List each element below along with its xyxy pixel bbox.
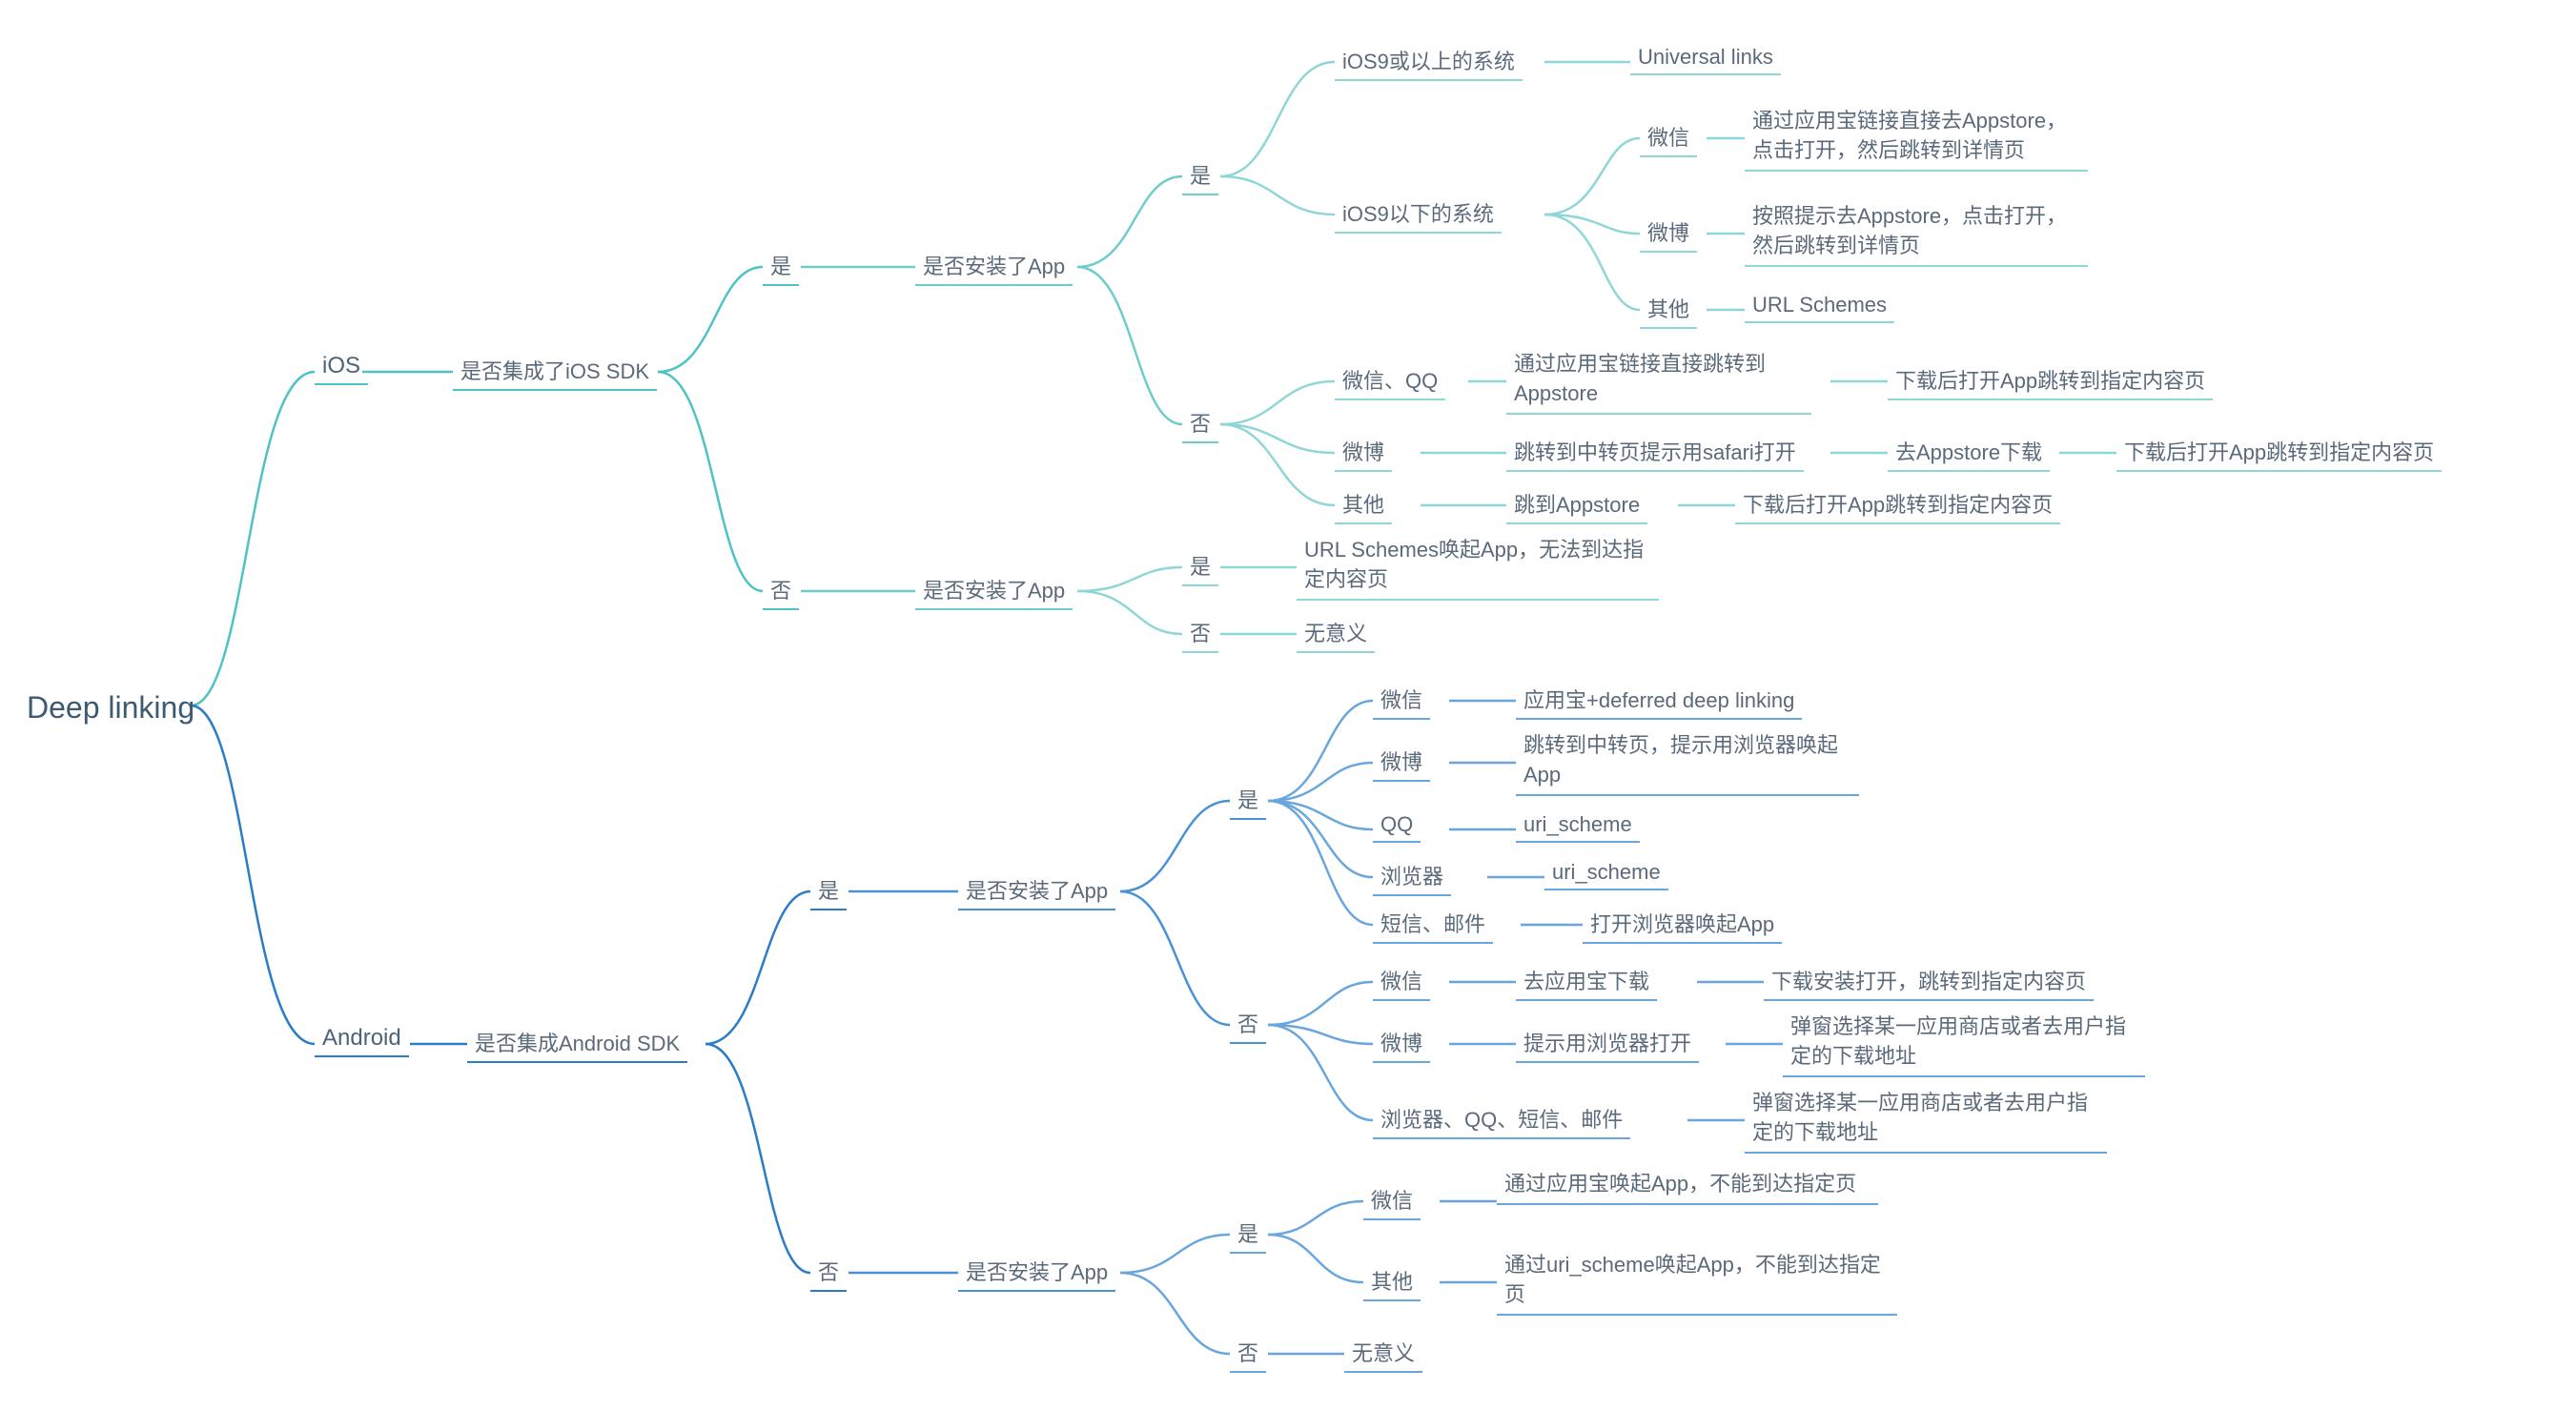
ios9minus-other: 其他: [1640, 289, 1697, 329]
android-yes-app-yes: 是: [1230, 780, 1266, 820]
ios-no-weibo-then: 去Appstore下载: [1888, 432, 2050, 472]
anny-wechat: 微信: [1363, 1180, 1421, 1220]
android-yes-app-q: 是否安装了App: [958, 870, 1115, 910]
ios-no-other-desc: 跳到Appstore: [1506, 484, 1647, 524]
ios-sdk-yes: 是: [763, 246, 799, 286]
ios-no-other-then: 下载后打开App跳转到指定内容页: [1735, 484, 2060, 524]
anny-other: 其他: [1363, 1261, 1421, 1301]
ios9plus-label: iOS9或以上的系统: [1335, 41, 1523, 81]
ayy-wechat-desc: 应用宝+deferred deep linking: [1516, 680, 1802, 720]
ios-node: iOS: [315, 349, 368, 385]
ayy-sms-desc: 打开浏览器唤起App: [1583, 904, 1782, 944]
android-node: Android: [315, 1021, 409, 1057]
ayn-wechat: 微信: [1373, 961, 1430, 1001]
ayy-qq: QQ: [1373, 808, 1421, 843]
ios9plus-leaf: Universal links: [1630, 41, 1781, 75]
ios9minus-wechat: 微信: [1640, 117, 1697, 157]
android-no-app-no: 否: [1230, 1333, 1266, 1373]
ayy-weibo-desc: 跳转到中转页，提示用浏览器唤起App: [1516, 727, 1859, 796]
android-no-app-q: 是否安装了App: [958, 1252, 1115, 1292]
ayy-sms: 短信、邮件: [1373, 904, 1493, 944]
ayn-browser-then: 弹窗选择某一应用商店或者去用户指定的下载地址: [1745, 1085, 2107, 1154]
ios-no-app-yes: 是: [1182, 546, 1218, 586]
android-sdk-question: 是否集成Android SDK: [467, 1023, 687, 1063]
ios-no-wechatqq: 微信、QQ: [1335, 360, 1445, 400]
ios-sdk-question: 是否集成了iOS SDK: [453, 351, 657, 391]
connector-svg: [0, 0, 2576, 1411]
ios-sdk-no: 否: [763, 570, 799, 610]
ios-no-weibo-then2: 下载后打开App跳转到指定内容页: [2116, 432, 2442, 472]
ayy-wechat: 微信: [1373, 680, 1430, 720]
ios-yes-app-q: 是否安装了App: [915, 246, 1073, 286]
ios-yes-app-no: 否: [1182, 403, 1218, 443]
ios-no-app-no: 否: [1182, 613, 1218, 653]
anny-other-desc: 通过uri_scheme唤起App，不能到达指定页: [1497, 1247, 1897, 1316]
ayn-wechat-desc: 去应用宝下载: [1516, 961, 1657, 1001]
ios-no-wechatqq-desc: 通过应用宝链接直接跳转到Appstore: [1506, 346, 1811, 415]
ayy-qq-desc: uri_scheme: [1516, 808, 1640, 843]
ios-no-weibo-desc: 跳转到中转页提示用safari打开: [1506, 432, 1804, 472]
ios-yes-app-yes: 是: [1182, 155, 1218, 195]
ios-no-other: 其他: [1335, 484, 1392, 524]
ayn-wechat-then: 下载安装打开，跳转到指定内容页: [1764, 961, 2094, 1001]
ayy-weibo: 微博: [1373, 742, 1430, 782]
ios9minus-weibo-desc: 按照提示去Appstore，点击打开，然后跳转到详情页: [1745, 198, 2088, 267]
ios-no-wechatqq-then: 下载后打开App跳转到指定内容页: [1888, 360, 2213, 400]
android-yes-app-no: 否: [1230, 1004, 1266, 1044]
ayy-browser: 浏览器: [1373, 856, 1451, 896]
android-sdk-yes: 是: [810, 870, 847, 910]
anny-wechat-desc: 通过应用宝唤起App，不能到达指定页: [1497, 1166, 1878, 1205]
ios9minus-other-desc: URL Schemes: [1745, 289, 1894, 323]
ios9minus-wechat-desc: 通过应用宝链接直接去Appstore，点击打开，然后跳转到详情页: [1745, 103, 2088, 172]
ayn-browser: 浏览器、QQ、短信、邮件: [1373, 1099, 1630, 1139]
ios9minus-label: iOS9以下的系统: [1335, 194, 1502, 234]
android-no-app-no-desc: 无意义: [1344, 1333, 1422, 1373]
ayn-weibo-then: 弹窗选择某一应用商店或者去用户指定的下载地址: [1783, 1009, 2145, 1077]
ayn-weibo: 微博: [1373, 1023, 1430, 1063]
ios-no-app-yes-desc: URL Schemes唤起App，无法到达指定内容页: [1297, 532, 1659, 601]
ios-no-weibo: 微博: [1335, 432, 1392, 472]
root-node: Deep linking: [19, 686, 202, 729]
android-sdk-no: 否: [810, 1252, 847, 1292]
android-no-app-yes: 是: [1230, 1214, 1266, 1254]
ayn-weibo-desc: 提示用浏览器打开: [1516, 1023, 1699, 1063]
ios9minus-weibo: 微博: [1640, 213, 1697, 253]
ayy-browser-desc: uri_scheme: [1544, 856, 1668, 890]
ios-no-app-no-desc: 无意义: [1297, 613, 1375, 653]
ios-no-app-q: 是否安装了App: [915, 570, 1073, 610]
